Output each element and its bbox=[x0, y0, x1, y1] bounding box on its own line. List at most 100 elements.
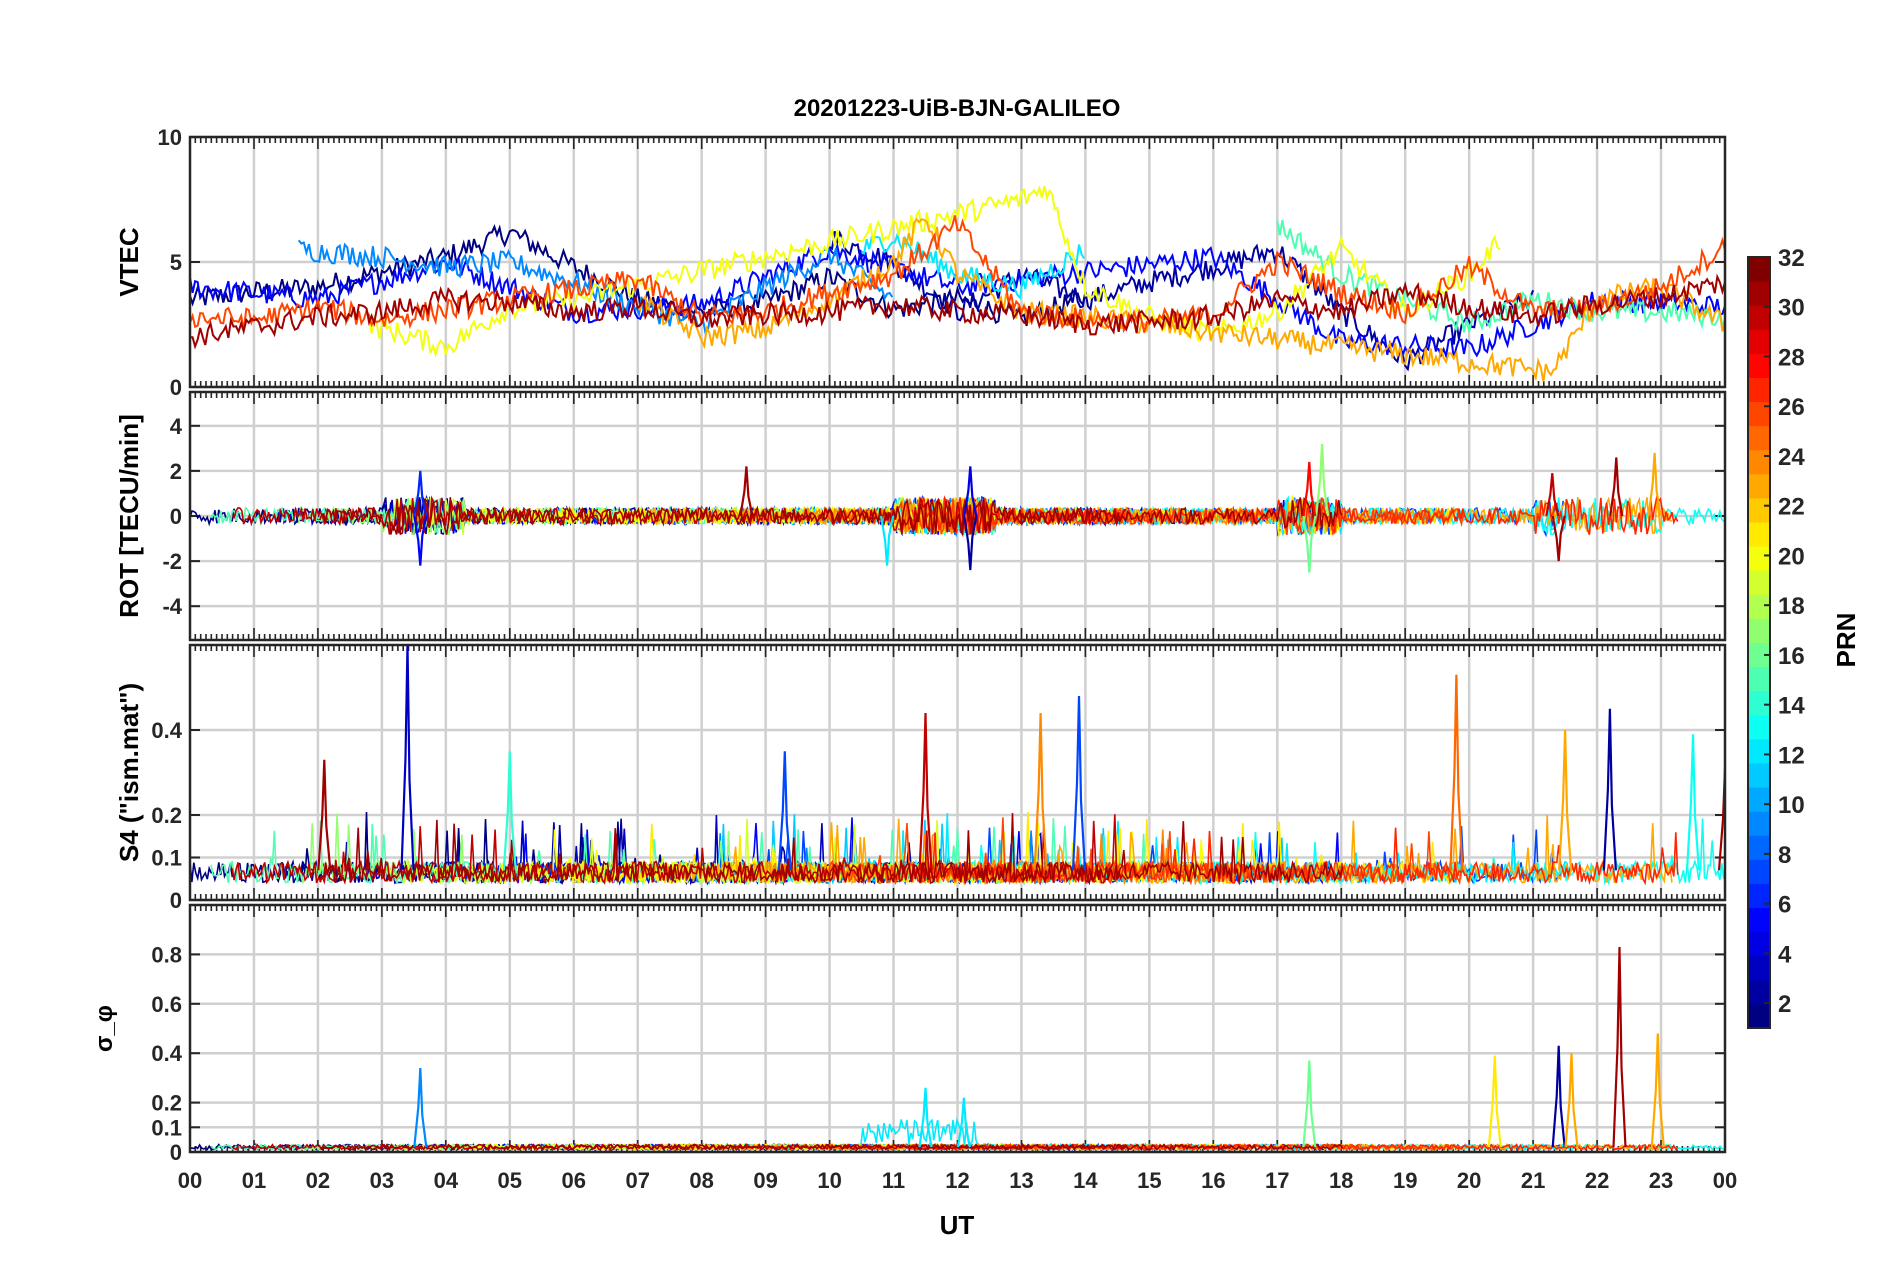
y-tick-label: 5 bbox=[170, 250, 182, 275]
colorbar-swatch bbox=[1748, 907, 1770, 933]
colorbar-swatch bbox=[1748, 594, 1770, 619]
peak-prn-28 bbox=[1302, 461, 1317, 517]
colorbar-swatch bbox=[1748, 931, 1770, 957]
x-tick-label: 23 bbox=[1649, 1168, 1673, 1193]
peak-prn-30 bbox=[918, 712, 933, 871]
series-group bbox=[190, 946, 1725, 1152]
peak-prn-14 bbox=[502, 751, 517, 871]
colorbar-swatch bbox=[1748, 642, 1770, 668]
y-tick-label: 0.4 bbox=[151, 718, 182, 743]
peak-prn-31 bbox=[1612, 946, 1627, 1148]
y-tick-label: 0.8 bbox=[151, 942, 182, 967]
colorbar-swatch bbox=[1748, 859, 1770, 884]
colorbar-tick-label: 26 bbox=[1778, 394, 1805, 421]
peak-prn-23 bbox=[1650, 1033, 1665, 1148]
series-noise-prn-30 bbox=[231, 495, 1127, 535]
peak-prn-16 bbox=[1302, 1060, 1317, 1148]
colorbar-swatch bbox=[1748, 377, 1770, 403]
x-tick-label: 03 bbox=[370, 1168, 394, 1193]
peak-prn-30 bbox=[1545, 473, 1560, 517]
x-tick-label: 20 bbox=[1457, 1168, 1481, 1193]
x-tick-label: 08 bbox=[689, 1168, 713, 1193]
panel-s4: 0 0.1 0.2 0.4 S4 ("ism.mat") bbox=[114, 643, 1727, 913]
colorbar-swatch bbox=[1748, 305, 1770, 330]
x-tick-label: 18 bbox=[1329, 1168, 1353, 1193]
peak-prn-31 bbox=[317, 759, 332, 871]
peak-prn-7 bbox=[777, 751, 792, 871]
peak-prn-31 bbox=[1609, 457, 1624, 517]
peak-prn-3 bbox=[400, 645, 415, 871]
peak-prn-23 bbox=[1564, 1053, 1579, 1148]
series-line-prn-31 bbox=[190, 273, 1725, 350]
colorbar-swatch bbox=[1748, 522, 1770, 547]
x-tick-label: 17 bbox=[1265, 1168, 1289, 1193]
colorbar-tick-label: 10 bbox=[1778, 792, 1805, 819]
colorbar-swatch bbox=[1748, 281, 1770, 306]
peak-prn-21 bbox=[1487, 1055, 1502, 1148]
y-tick-label: 0.6 bbox=[151, 992, 182, 1017]
colorbar-swatch bbox=[1748, 883, 1770, 909]
peak-prn-4 bbox=[963, 466, 978, 517]
colorbar-label: PRN bbox=[1831, 613, 1861, 668]
colorbar-swatch bbox=[1748, 1003, 1770, 1029]
y-axis-label: σ_φ bbox=[91, 1005, 118, 1052]
colorbar-swatch bbox=[1748, 762, 1770, 788]
colorbar-swatch bbox=[1748, 955, 1770, 981]
x-tick-label: 00 bbox=[1713, 1168, 1737, 1193]
colorbar-swatch bbox=[1748, 690, 1770, 716]
colorbar-swatch bbox=[1748, 714, 1770, 740]
series-line-prn-12 bbox=[861, 231, 1085, 301]
x-tick-label: 01 bbox=[242, 1168, 266, 1193]
colorbar-tick-label: 2 bbox=[1778, 991, 1791, 1018]
series-line-prn-1 bbox=[190, 224, 1087, 327]
x-tick-label: 11 bbox=[882, 1168, 905, 1193]
panel-frame bbox=[188, 135, 1727, 389]
colorbar-tick-label: 22 bbox=[1778, 494, 1805, 521]
peak-prn-7 bbox=[1071, 695, 1087, 871]
panel-frame bbox=[188, 903, 1727, 1154]
x-tick-label: 21 bbox=[1521, 1168, 1545, 1193]
y-tick-label: 0 bbox=[170, 888, 182, 913]
x-tick-label: 02 bbox=[306, 1168, 330, 1193]
colorbar-swatch bbox=[1748, 546, 1770, 571]
series-line-prn-20 bbox=[368, 184, 1501, 358]
x-tick-label: 16 bbox=[1201, 1168, 1225, 1193]
peak-prn-6 bbox=[413, 470, 428, 517]
colorbar-tick-label: 30 bbox=[1778, 295, 1805, 322]
x-tick-label: 13 bbox=[1009, 1168, 1033, 1193]
colorbar-swatch bbox=[1748, 353, 1770, 378]
peak-prn-23 bbox=[1558, 729, 1573, 871]
colorbar-swatch bbox=[1748, 738, 1770, 764]
peak-prn-5 bbox=[413, 515, 428, 566]
peak-prn-31 bbox=[1717, 768, 1725, 871]
y-tick-label: -4 bbox=[162, 594, 182, 619]
y-tick-label: 4 bbox=[170, 414, 183, 439]
y-tick-label: 0.1 bbox=[151, 1115, 182, 1140]
colorbar-tick-label: 28 bbox=[1778, 344, 1805, 371]
x-tick-label: 22 bbox=[1585, 1168, 1609, 1193]
series-group bbox=[190, 184, 1725, 382]
colorbar-swatch bbox=[1748, 618, 1770, 643]
x-tick-label: 00 bbox=[178, 1168, 202, 1193]
y-tick-label: 2 bbox=[170, 459, 182, 484]
colorbar-tick-label: 6 bbox=[1778, 892, 1791, 919]
y-tick-label: 10 bbox=[158, 125, 182, 150]
y-tick-label: 0 bbox=[170, 504, 182, 529]
x-tick-label: 05 bbox=[498, 1168, 522, 1193]
x-tick-label: 07 bbox=[625, 1168, 649, 1193]
x-tick-label: 09 bbox=[753, 1168, 777, 1193]
colorbar-swatch bbox=[1748, 257, 1770, 282]
peak-prn-12 bbox=[918, 1087, 933, 1148]
y-tick-label: 0.2 bbox=[151, 803, 182, 828]
x-tick-label: 12 bbox=[945, 1168, 969, 1193]
series-line-prn-26 bbox=[190, 215, 1725, 333]
x-tick-label: 14 bbox=[1073, 1168, 1098, 1193]
peak-prn-16 bbox=[1302, 515, 1317, 573]
colorbar-swatch bbox=[1748, 329, 1770, 354]
y-axis-label: VTEC bbox=[114, 227, 144, 297]
series-noise-prn-31 bbox=[319, 1142, 1344, 1152]
series-noise-prn-31 bbox=[319, 496, 1344, 538]
